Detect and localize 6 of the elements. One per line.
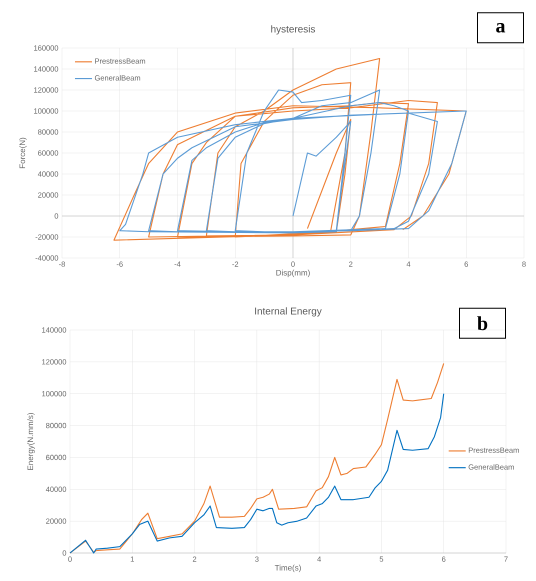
chart-title: Internal Energy xyxy=(255,307,322,317)
text: a xyxy=(496,23,506,33)
annotation: b xyxy=(477,316,488,330)
chart-title: hysteresis xyxy=(271,25,316,35)
line-series xyxy=(69,393,444,554)
line-series xyxy=(119,89,467,234)
